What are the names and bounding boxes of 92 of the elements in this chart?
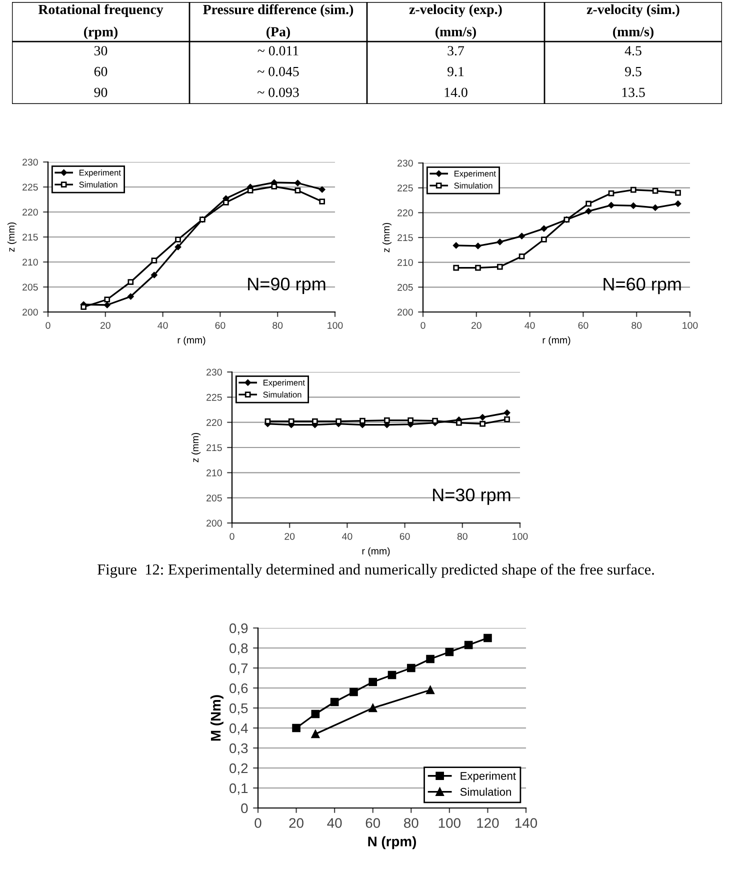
y-axis-title: z (mm) — [382, 222, 392, 252]
y-tick-label: 0,1 — [230, 783, 248, 795]
y-tick-label: 230 — [398, 160, 413, 167]
text: ~ 0.011 — [258, 46, 298, 56]
y-axis-title: z (mm) — [191, 432, 200, 462]
y-axis-title: z (mm) — [7, 222, 16, 252]
x-axis-title: r (mm) — [178, 336, 206, 346]
legend-label: Simulation — [460, 788, 511, 796]
x-tick-label: 60 — [215, 322, 226, 329]
category-label: z-velocity (sim.) (mm/s) — [586, 4, 680, 40]
x-tick-label: 60 — [400, 532, 410, 540]
text: 13.5 — [622, 88, 645, 98]
y-tick-label: 0,7 — [230, 663, 248, 675]
x-tick-label: 80 — [404, 818, 418, 828]
y-tick-label: 210 — [398, 259, 413, 266]
y-tick-label: 220 — [398, 209, 413, 216]
y-tick-label: 210 — [22, 258, 38, 266]
annotation: N=30 rpm — [433, 488, 510, 505]
text: 3.7 — [448, 46, 464, 56]
annotation: N=60 rpm — [604, 278, 681, 294]
x-tick-label: 40 — [158, 322, 168, 329]
y-tick-label: 220 — [206, 419, 222, 426]
y-tick-label: 205 — [206, 494, 222, 502]
legend-label: Simulation — [79, 181, 118, 188]
y-tick-label: 0,6 — [230, 683, 248, 695]
y-tick-label: 225 — [398, 184, 413, 192]
caption: Figure 12: Experimentally determined and numerically predicted shape of the free surface. — [98, 564, 654, 578]
y-tick-label: 0,5 — [230, 703, 248, 715]
y-axis-title: M (Nm) — [210, 695, 224, 741]
x-tick-label: 0 — [46, 322, 50, 329]
text: 4.5 — [624, 46, 642, 56]
y-tick-label: 0,2 — [230, 763, 248, 775]
legend-label: Simulation — [263, 391, 302, 398]
x-tick-label: 100 — [512, 532, 528, 540]
y-tick-label: 0 — [241, 803, 248, 814]
text: 9.5 — [625, 66, 642, 76]
text: 14.0 — [444, 88, 468, 98]
y-tick-label: 200 — [206, 520, 222, 527]
x-tick-label: 120 — [477, 818, 499, 828]
text: ~ 0.045 — [258, 66, 299, 76]
x-tick-label: 80 — [457, 532, 468, 540]
legend-label: Experiment — [460, 772, 516, 782]
x-tick-label: 80 — [632, 322, 642, 329]
x-tick-label: 100 — [328, 322, 343, 329]
x-axis-title: r (mm) — [542, 336, 570, 346]
x-tick-label: 20 — [100, 322, 110, 329]
y-tick-label: 230 — [206, 368, 222, 376]
y-tick-label: 200 — [22, 308, 38, 316]
x-tick-label: 40 — [327, 818, 342, 828]
legend-label: Experiment — [454, 170, 496, 178]
x-tick-label: 140 — [515, 818, 538, 828]
text: 90 — [94, 88, 108, 98]
annotation: N=90 rpm — [248, 278, 326, 294]
x-axis-title: r (mm) — [362, 547, 390, 556]
legend-label: Experiment — [80, 170, 121, 178]
y-tick-label: 205 — [22, 284, 38, 291]
x-tick-label: 60 — [366, 818, 380, 828]
y-tick-label: 0,3 — [230, 743, 248, 755]
x-tick-label: 20 — [289, 818, 304, 828]
text: ~ 0.093 — [258, 88, 299, 98]
x-tick-label: 60 — [578, 322, 588, 329]
y-tick-label: 200 — [398, 308, 413, 316]
x-tick-label: 20 — [471, 322, 482, 329]
text: 60 — [94, 66, 108, 76]
category-label: Pressure difference (sim.) (Pa) — [203, 4, 354, 40]
category-label: Rotational frequency (rpm) — [38, 4, 164, 40]
y-tick-label: 0,8 — [230, 643, 248, 655]
x-tick-label: 40 — [342, 532, 352, 540]
text: 9.1 — [448, 66, 464, 76]
x-tick-label: 40 — [524, 322, 535, 329]
x-tick-label: 0 — [254, 818, 262, 828]
y-tick-label: 210 — [206, 469, 222, 476]
y-tick-label: 225 — [22, 184, 38, 191]
x-tick-label: 20 — [284, 532, 295, 540]
y-tick-label: 215 — [398, 234, 413, 242]
text: 30 — [94, 46, 108, 56]
x-tick-label: 80 — [272, 322, 283, 329]
x-tick-label: 0 — [420, 322, 426, 329]
legend-label: Simulation — [454, 182, 492, 189]
category-label: z-velocity (exp.) (mm/s) — [409, 4, 502, 40]
y-tick-label: 215 — [22, 234, 38, 241]
y-tick-label: 0,9 — [230, 623, 248, 635]
x-tick-label: 100 — [682, 322, 698, 329]
x-tick-label: 100 — [438, 818, 460, 828]
y-tick-label: 215 — [206, 444, 222, 452]
x-axis-title: N (rpm) — [368, 836, 416, 850]
y-tick-label: 220 — [22, 208, 38, 216]
y-tick-label: 225 — [206, 394, 222, 401]
y-tick-label: 230 — [22, 158, 38, 166]
y-tick-label: 205 — [398, 284, 413, 291]
y-tick-label: 0,4 — [230, 723, 248, 735]
legend-label: Experiment — [264, 380, 305, 388]
